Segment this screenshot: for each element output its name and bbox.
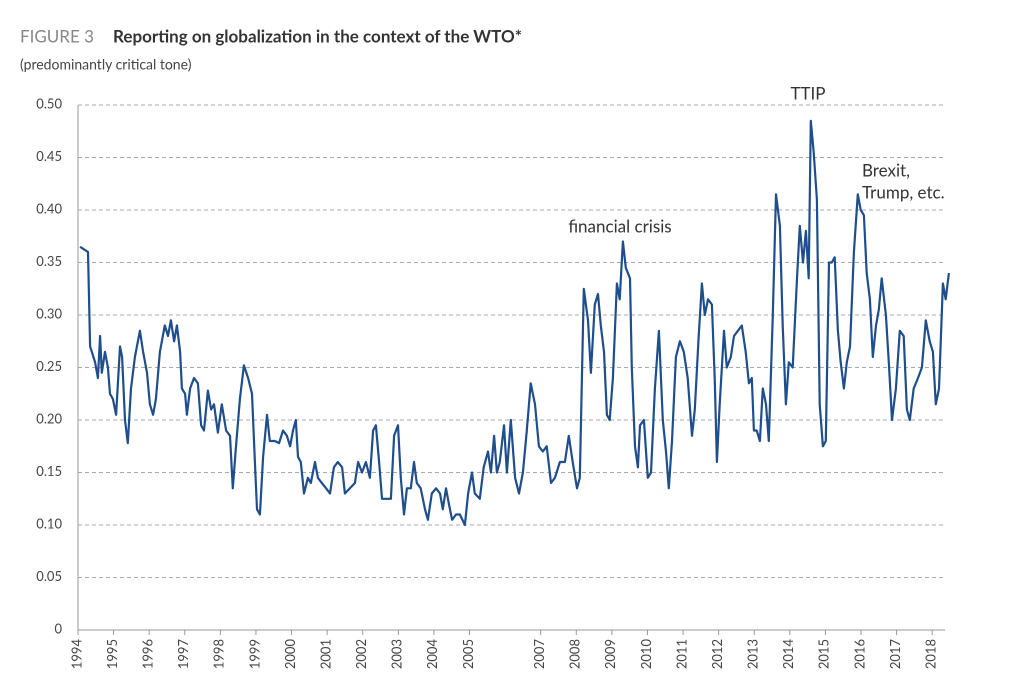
x-tick-label: 2010 [638, 639, 654, 670]
x-tick-label: 2015 [816, 639, 832, 669]
x-tick-label: 1998 [211, 639, 227, 669]
annotation: Trump, etc. [862, 181, 945, 202]
x-tick-label: 2007 [531, 639, 547, 670]
x-tick-label: 2014 [780, 639, 796, 670]
x-tick-label: 2016 [851, 639, 867, 669]
annotation: Brexit, [862, 159, 910, 180]
x-tick-label: 2013 [745, 639, 761, 669]
x-tick-label: 2000 [282, 639, 298, 670]
y-tick-label: 0.20 [36, 410, 62, 426]
x-tick-label: 1997 [175, 639, 191, 670]
x-tick-label: 1996 [139, 639, 155, 669]
x-tick-label: 1999 [246, 639, 262, 669]
x-tick-label: 2001 [317, 639, 333, 669]
y-tick-label: 0.35 [36, 253, 62, 269]
y-tick-label: 0.10 [36, 515, 62, 531]
y-tick-label: 0.05 [36, 568, 62, 584]
annotation: financial crisis [568, 215, 671, 236]
chart-subtitle: (predominantly critical tone) [20, 56, 192, 73]
x-tick-label: 2009 [602, 639, 618, 669]
x-tick-label: 2003 [389, 639, 405, 669]
x-tick-label: 2017 [887, 639, 903, 670]
x-tick-label: 1994 [68, 639, 84, 670]
x-tick-label: 2012 [709, 639, 725, 669]
x-tick-label: 2005 [460, 639, 476, 669]
x-tick-label: 2011 [673, 639, 689, 669]
y-tick-label: 0.45 [36, 148, 62, 164]
chart-title: Reporting on globalization in the contex… [113, 25, 522, 46]
figure-label: FIGURE 3 [20, 25, 94, 46]
x-tick-label: 2002 [353, 639, 369, 669]
x-tick-label: 2018 [923, 639, 939, 669]
y-tick-label: 0.40 [36, 200, 62, 216]
x-tick-label: 2004 [424, 639, 440, 670]
x-tick-label: 2008 [567, 639, 583, 669]
y-tick-label: 0 [54, 620, 62, 636]
y-tick-label: 0.30 [36, 305, 62, 321]
annotation: TTIP [790, 82, 825, 103]
data-line [79, 119, 950, 527]
y-tick-label: 0.50 [36, 95, 62, 111]
x-tick-label: 1995 [104, 639, 120, 669]
y-tick-label: 0.25 [36, 358, 62, 374]
y-tick-label: 0.15 [36, 463, 62, 479]
